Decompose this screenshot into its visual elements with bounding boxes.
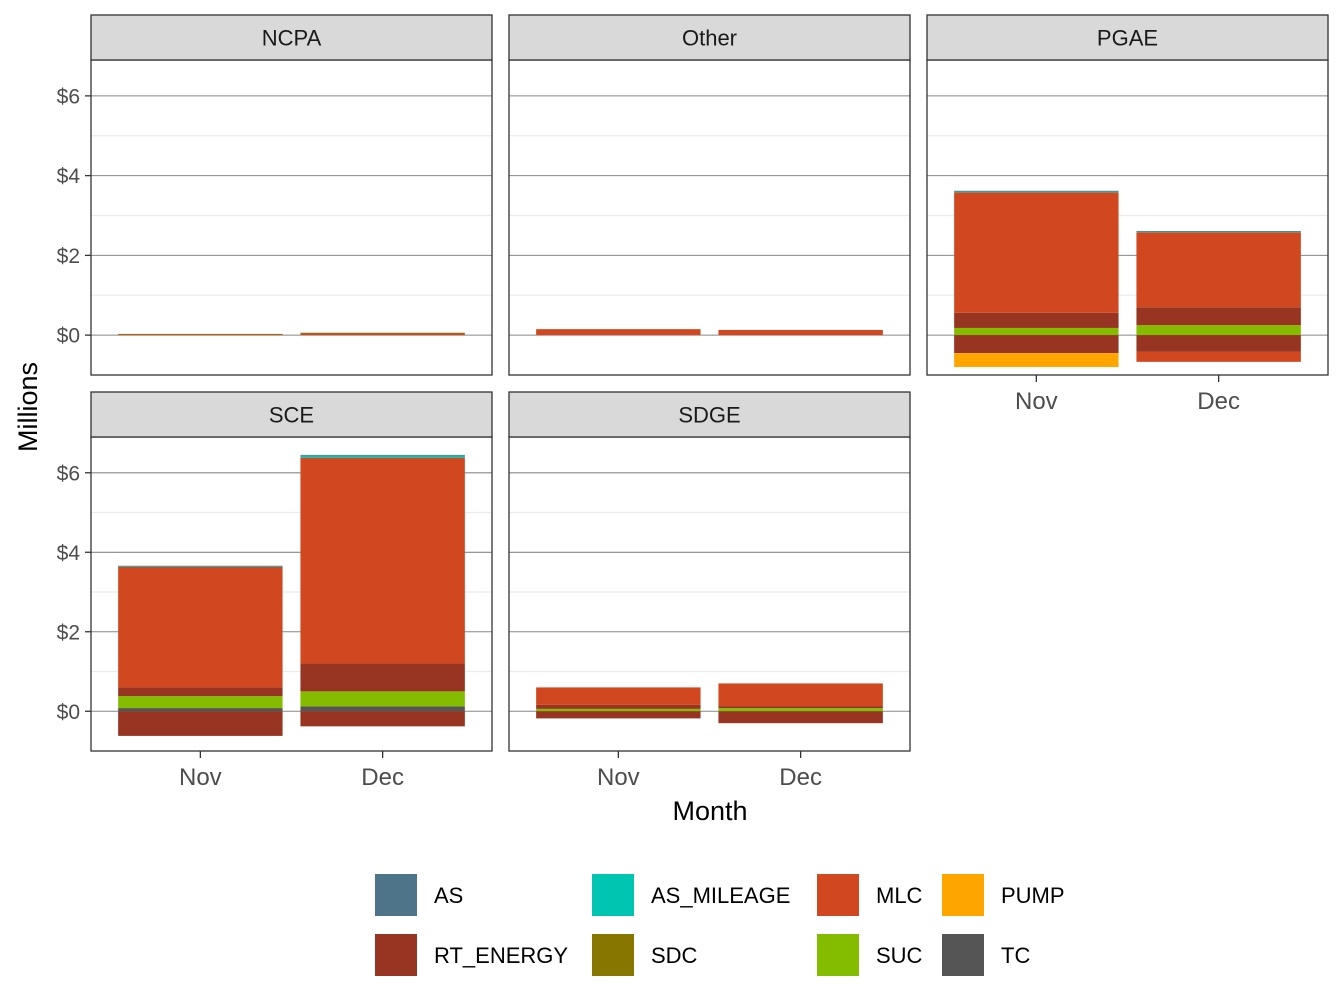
legend-key-pump bbox=[942, 874, 984, 916]
bar-segment-sdge-dec-neg-rt_energy bbox=[718, 711, 883, 724]
y-tick-label: $6 bbox=[57, 85, 80, 108]
facet-label-sce: SCE bbox=[269, 403, 314, 428]
x-axis-title: Month bbox=[672, 796, 747, 826]
x-tick-label: Nov bbox=[597, 764, 640, 791]
facet-label-other: Other bbox=[682, 26, 737, 51]
x-tick-label: Nov bbox=[1015, 388, 1058, 415]
bar-segment-sdge-nov-mlc bbox=[536, 687, 701, 705]
facet-strip-other bbox=[508, 14, 911, 61]
legend-label-mlc: MLC bbox=[876, 883, 923, 908]
panel-background-ncpa bbox=[91, 60, 492, 375]
legend-key-rt-energy bbox=[375, 934, 417, 976]
bar-segment-pgae-dec-neg-rt_energy bbox=[1136, 335, 1301, 352]
facet-label-sdge: SDGE bbox=[678, 403, 740, 428]
bar-segment-sdge-nov-neg-rt_energy bbox=[536, 711, 701, 719]
legend-key-as-mileage bbox=[592, 874, 634, 916]
bar-segment-pgae-dec-suc bbox=[1136, 325, 1301, 336]
bar-segment-sce-nov-mlc bbox=[118, 566, 283, 688]
x-tick-label: Nov bbox=[179, 764, 222, 791]
facet-label-pgae: PGAE bbox=[1097, 26, 1158, 51]
x-tick-label: Dec bbox=[1197, 388, 1240, 415]
legend-label-tc: TC bbox=[1001, 943, 1030, 968]
bar-segment-sce-dec-rt_energy bbox=[300, 663, 465, 692]
legend-key-suc bbox=[817, 934, 859, 976]
bar-segment-ncpa-nov-sdc bbox=[118, 333, 283, 335]
facet-label-ncpa: NCPA bbox=[262, 26, 322, 51]
legend-label-sdc: SDC bbox=[651, 943, 698, 968]
bar-segment-pgae-nov-neg-rt_energy bbox=[954, 335, 1119, 354]
bar-segment-sdge-nov-rt_energy bbox=[536, 704, 701, 709]
bar-segment-sce-dec-as bbox=[300, 454, 465, 456]
bar-segment-sce-dec-suc bbox=[300, 691, 465, 707]
legend-key-tc bbox=[942, 934, 984, 976]
y-tick-label: $2 bbox=[57, 245, 80, 268]
facet-strip-sce bbox=[90, 391, 493, 438]
facet-strip-sdge bbox=[508, 391, 911, 438]
legend-label-suc: SUC bbox=[876, 943, 923, 968]
bar-segment-pgae-dec-as_mileage bbox=[1136, 231, 1301, 233]
bar-segment-sdge-dec-mlc bbox=[718, 683, 883, 707]
bar-segment-pgae-dec-neg-mlc bbox=[1136, 351, 1301, 362]
legend-key-as bbox=[375, 874, 417, 916]
y-tick-label: $6 bbox=[57, 462, 80, 485]
panel-background-other bbox=[509, 60, 910, 375]
y-tick-label: $4 bbox=[57, 542, 81, 565]
bar-segment-sdge-dec-suc bbox=[718, 708, 883, 712]
bar-segment-sce-dec-neg-rt_energy bbox=[300, 711, 465, 727]
bar-segment-sdge-dec-rt_energy bbox=[718, 706, 883, 709]
bar-segment-pgae-nov-as_mileage bbox=[954, 191, 1119, 193]
bar-segment-sce-nov-rt_energy bbox=[118, 687, 283, 697]
bar-segment-sce-nov-neg-rt_energy bbox=[118, 711, 283, 736]
bar-segment-sce-nov-as bbox=[118, 565, 283, 567]
bar-segment-sdge-nov-suc bbox=[536, 708, 701, 712]
y-tick-label: $4 bbox=[57, 165, 81, 188]
bar-segment-ncpa-dec-mlc bbox=[300, 333, 465, 336]
bar-segment-pgae-nov-neg-pump bbox=[954, 353, 1119, 368]
legend-label-as: AS bbox=[434, 883, 463, 908]
x-tick-label: Dec bbox=[779, 764, 822, 791]
bar-segment-pgae-nov-as bbox=[954, 190, 1119, 192]
bar-segment-pgae-dec-as bbox=[1136, 231, 1301, 232]
y-tick-label: $2 bbox=[57, 621, 80, 644]
bar-segment-ncpa-dec-sdc bbox=[300, 332, 465, 334]
bar-segment-pgae-nov-suc bbox=[954, 327, 1119, 336]
bar-segment-pgae-dec-mlc bbox=[1136, 232, 1301, 308]
y-tick-label: $0 bbox=[57, 701, 80, 724]
bar-segment-sce-dec-mlc bbox=[300, 457, 465, 664]
legend-label-pump: PUMP bbox=[1001, 883, 1065, 908]
bar-segment-pgae-dec-rt_energy bbox=[1136, 307, 1301, 326]
legend-label-as-mileage: AS_MILEAGE bbox=[651, 883, 790, 908]
bar-segment-ncpa-nov-mlc bbox=[118, 334, 283, 336]
bar-segment-pgae-nov-rt_energy bbox=[954, 312, 1119, 328]
bar-segment-sce-nov-tc bbox=[118, 708, 283, 712]
y-axis-title: Millions bbox=[13, 362, 43, 452]
legend-label-rt-energy: RT_ENERGY bbox=[434, 943, 568, 968]
x-tick-label: Dec bbox=[361, 764, 404, 791]
bar-segment-sce-nov-as_mileage bbox=[118, 566, 283, 567]
bar-segment-pgae-nov-mlc bbox=[954, 192, 1119, 313]
legend-key-sdc bbox=[592, 934, 634, 976]
bar-segment-other-dec-mlc bbox=[718, 329, 883, 336]
legend-key-mlc bbox=[817, 874, 859, 916]
facet-strip-ncpa bbox=[90, 14, 493, 61]
y-tick-label: $0 bbox=[57, 325, 80, 348]
bar-segment-other-nov-mlc bbox=[536, 329, 701, 336]
facet-strip-pgae bbox=[926, 14, 1329, 61]
bar-segment-sce-nov-suc bbox=[118, 696, 283, 709]
bar-segment-sce-dec-tc bbox=[300, 706, 465, 712]
bar-segment-sce-dec-as_mileage bbox=[300, 455, 465, 458]
